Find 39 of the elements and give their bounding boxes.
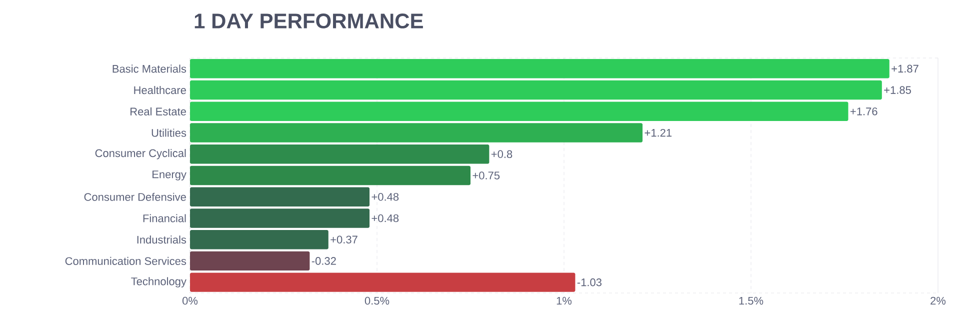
bar: [190, 230, 328, 250]
x-tick-label: 2%: [930, 296, 946, 305]
data-label: +1.87: [892, 64, 918, 73]
y-tick-label: Consumer Cyclical: [95, 149, 186, 160]
y-tick-label: Energy: [152, 170, 186, 180]
bar: [190, 59, 890, 78]
x-tick-label: 1%: [556, 296, 572, 305]
data-label: +1.85: [884, 86, 911, 94]
y-tick-label: Communication Services: [65, 256, 186, 265]
y-tick-label: Industrials: [137, 236, 186, 244]
bar: [190, 102, 848, 122]
data-label: +1.21: [644, 128, 672, 137]
x-tick-label: 0.5%: [364, 296, 390, 305]
data-label: +0.48: [372, 192, 399, 201]
data-label: +0.48: [372, 214, 399, 222]
data-label: +1.76: [850, 108, 878, 116]
data-label: +0.75: [472, 172, 500, 180]
data-label: -0.32: [312, 257, 336, 265]
y-tick-label: Basic Materials: [112, 64, 186, 73]
bar: [190, 208, 370, 228]
y-tick-label: Real Estate: [130, 107, 186, 116]
x-tick-label: 0%: [182, 296, 198, 305]
y-tick-label: Consumer Defensive: [84, 192, 186, 201]
bar: [190, 272, 576, 292]
x-tick-label: 1.5%: [739, 296, 764, 305]
bar: [190, 251, 310, 271]
y-tick-label: Financial: [143, 214, 186, 222]
bar: [190, 187, 370, 206]
y-tick-label: Utilities: [152, 128, 186, 137]
y-tick-label: Technology: [131, 277, 186, 288]
y-tick-label: Healthcare: [134, 86, 186, 94]
bar: [190, 80, 882, 100]
chart-title: 1 DAY PERFORMANCE: [194, 14, 423, 28]
data-label: +0.37: [330, 236, 358, 244]
bar: [190, 123, 643, 142]
bar: [190, 144, 490, 164]
data-label: -1.03: [577, 278, 602, 286]
data-label: +0.8: [491, 150, 512, 158]
bar: [190, 166, 471, 186]
